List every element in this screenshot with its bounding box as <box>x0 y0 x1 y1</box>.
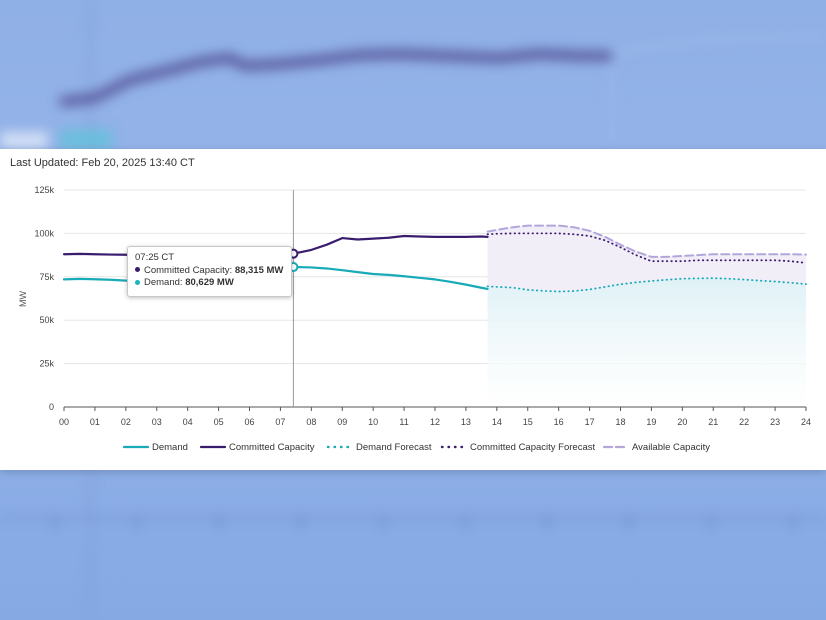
x-tick-label: 03 <box>152 417 162 427</box>
legend: Demand Committed Capacity Demand Forecast C… <box>122 442 710 453</box>
x-tick-label: 06 <box>244 417 254 427</box>
last-updated-text: Last Updated: Feb 20, 2025 13:40 CT <box>10 157 195 169</box>
x-tick-label: 10 <box>368 417 378 427</box>
x-tick-label: 24 <box>801 417 811 427</box>
hover-tooltip: 07:25 CT Committed Capacity: 88,315 MW D… <box>127 246 293 297</box>
available-capacity-area <box>487 225 806 292</box>
x-tick-label: 12 <box>430 417 440 427</box>
legend-label: Available Capacity <box>632 442 710 453</box>
x-tick-label: 17 <box>585 417 595 427</box>
x-tick-label: 23 <box>770 417 780 427</box>
chart-card: Last Updated: Feb 20, 2025 13:40 CT 0 25k… <box>0 149 826 470</box>
demand-forecast-area <box>487 278 806 407</box>
y-tick-label: 125k <box>34 185 54 195</box>
y-tick-label: 75k <box>39 272 54 282</box>
y-axis-title: MW <box>18 291 28 307</box>
x-tick-label: 19 <box>646 417 656 427</box>
legend-label: Committed Capacity <box>229 442 315 453</box>
tooltip-committed-label: Committed Capacity: <box>144 264 233 276</box>
tooltip-demand-value: 80,629 MW <box>185 277 234 288</box>
hover-cursor <box>288 190 299 407</box>
x-tick-label: 04 <box>183 417 193 427</box>
x-tick-label: 14 <box>492 417 502 427</box>
x-tick-label: 20 <box>677 417 687 427</box>
y-tick-label: 0 <box>49 402 54 412</box>
forecast-fills <box>487 225 806 407</box>
series-line-demand-forecast <box>486 277 807 293</box>
x-tick-label: 00 <box>59 417 69 427</box>
tooltip-row-committed: Committed Capacity: 88,315 MW <box>135 265 283 278</box>
tooltip-committed-value: 88,315 MW <box>234 264 284 276</box>
y-tick-label: 100k <box>34 228 54 238</box>
x-tick-label: 21 <box>708 417 718 427</box>
legend-label: Demand <box>152 442 188 453</box>
series-line-available-capacity <box>486 224 807 258</box>
series-line-committed-capacity-forecast <box>486 232 807 264</box>
x-tick-label: 18 <box>615 417 625 427</box>
x-tick-label: 09 <box>337 417 347 427</box>
y-tick-label: 25k <box>39 359 54 369</box>
committed-dot-icon <box>135 267 140 273</box>
tooltip-demand-label: Demand: <box>144 277 183 288</box>
x-tick-label: 16 <box>554 417 564 427</box>
x-tick-label: 07 <box>275 417 285 427</box>
grid-chart: 0 25k 50k 75k 100k 125k MW 00 01 02 03 04 05 06 07 08 09… <box>18 185 811 453</box>
axes: 0 25k 50k 75k 100k 125k MW 00 01 02 03 04 05 06 07 08 09… <box>18 185 811 427</box>
y-tick-label: 50k <box>39 315 54 325</box>
x-tick-label: 08 <box>306 417 316 427</box>
tooltip-time: 07:25 CT <box>135 252 175 263</box>
x-tick-label: 13 <box>461 417 471 427</box>
x-tick-label: 22 <box>739 417 749 427</box>
x-tick-label: 01 <box>90 417 100 427</box>
legend-label: Demand Forecast <box>356 442 432 453</box>
legend-label: Committed Capacity Forecast <box>470 442 595 453</box>
x-tick-label: 02 <box>121 417 131 427</box>
tooltip-row-demand: Demand: 80,629 MW <box>135 277 283 290</box>
x-tick-label: 15 <box>523 417 533 427</box>
demand-dot-icon <box>135 279 140 285</box>
x-tick-label: 11 <box>399 417 408 427</box>
x-tick-label: 05 <box>214 417 224 427</box>
